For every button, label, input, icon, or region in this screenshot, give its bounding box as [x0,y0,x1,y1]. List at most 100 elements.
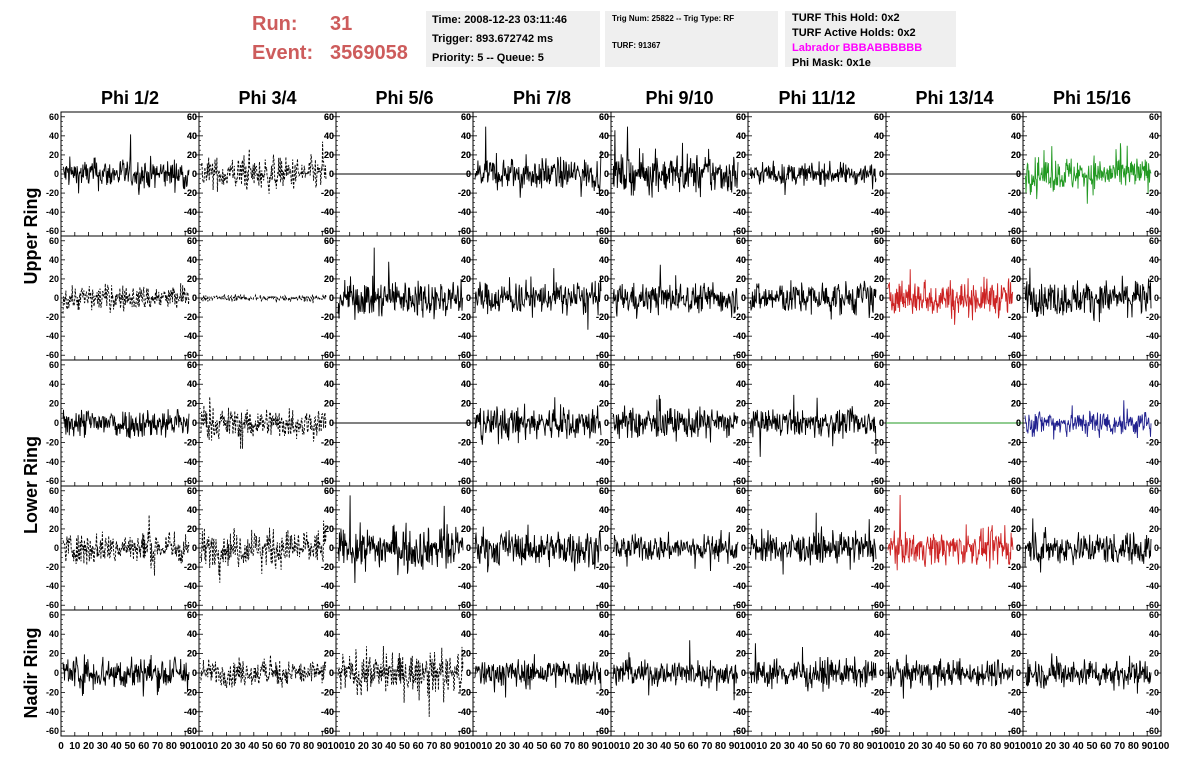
y-tick-label: -20 [1008,687,1021,697]
y-tick-label: -20 [871,437,884,447]
column-title: Phi 5/6 [375,88,433,108]
waveform-panel: 60 60 40 40 20 20 0 0 -20 -20 -40 -40 -60 -60 [458,359,612,487]
x-tick-label: 20 [221,741,233,752]
y-tick-label: 60 [1011,360,1021,370]
y-tick-label-right: 40 [736,255,746,265]
y-tick-label-right: -20 [1008,312,1021,322]
x-tick-label: 20 [495,741,507,752]
y-tick-label: -20 [46,437,59,447]
y-tick-label-right: 20 [599,399,609,409]
x-tick-label: 90 [454,741,466,752]
y-tick-label: 40 [49,629,59,639]
y-tick-label-right: 40 [874,505,884,515]
y-tick-label: 20 [461,150,471,160]
y-tick-label: -60 [733,600,746,610]
y-tick-label-right: 20 [461,524,471,534]
y-tick-label: 60 [324,236,334,246]
y-tick-label-right: 0 [879,169,884,179]
y-tick-label: 40 [49,379,59,389]
y-tick-label-right: 40 [324,379,334,389]
y-tick-label: -60 [871,350,884,360]
y-tick-label: 0 [466,418,471,428]
waveform-panel: 60 60 40 40 20 20 0 0 -20 -20 -40 -40 -60 -60 [871,485,1024,611]
waveform-panel: 60 60 40 40 20 20 0 0 -20 -20 -40 -40 -60 -60 [1008,609,1162,737]
trace-line [612,529,739,572]
waveform-panel: 60 60 40 40 20 20 0 0 -20 -20 -40 -40 -60 -60 [1008,359,1162,487]
y-tick-label-right: 0 [1154,293,1159,303]
y-tick-label-right: 60 [324,236,334,246]
y-tick-label-right: 40 [187,255,197,265]
y-tick-label-right: 0 [466,668,471,678]
y-tick-label-right: -20 [596,312,609,322]
y-tick-label-right: 40 [461,379,471,389]
x-tick-label: 30 [922,741,934,752]
y-tick-label: -40 [46,331,59,341]
y-tick-label-right: 60 [1149,360,1159,370]
x-tick-label: 20 [358,741,370,752]
x-tick-label: 100 [1015,741,1032,752]
y-tick-label-right: -40 [871,207,884,217]
waveform-panel: 60 60 40 40 20 20 0 0 -20 -20 -40 -40 -60 -60 [458,111,612,237]
y-tick-label: -20 [458,312,471,322]
y-tick-label-right: 20 [1149,649,1159,659]
y-tick-label: -40 [46,457,59,467]
y-tick-label-right: 40 [599,131,609,141]
x-tick-label: 80 [715,741,727,752]
y-tick-label: 60 [49,236,59,246]
run-value: 31 [330,13,353,35]
y-tick-label: -60 [321,600,334,610]
y-tick-label: 0 [54,543,59,553]
y-tick-label: -40 [1008,331,1021,341]
y-tick-label: 40 [324,505,334,515]
y-tick-label-right: 40 [324,131,334,141]
x-tick-label: 10 [756,741,768,752]
y-tick-label-right: 0 [879,543,884,553]
labrador-text: Labrador BBBABBBBBB [792,42,923,54]
y-tick-label-right: -60 [871,600,884,610]
trigger-info-box: Trig Num: 25822 -- Trig Type: RF TURF: 9… [605,11,778,67]
y-tick-label: -40 [458,457,471,467]
turf-text: TURF: 91367 [612,41,661,50]
x-tick-label: 30 [97,741,109,752]
row-group-label: Lower Ring [21,436,41,534]
waveform-panel: 60 60 40 40 20 20 0 0 -20 -20 -40 -40 -60 -60 [46,111,200,237]
y-tick-label: -40 [596,457,609,467]
y-tick-label-right: -20 [733,188,746,198]
y-tick-label-right: 0 [1154,668,1159,678]
y-tick-label: -20 [321,437,334,447]
y-tick-label-right: 20 [1011,150,1021,160]
y-tick-label-right: 0 [604,169,609,179]
event-label: Event: [252,42,314,64]
y-tick-label: -60 [733,476,746,486]
y-tick-label-right: 0 [741,169,746,179]
y-tick-label-right: 20 [187,399,197,409]
y-tick-label-right: -20 [1146,437,1159,447]
y-tick-label: 40 [874,131,884,141]
y-tick-label: 0 [466,169,471,179]
y-tick-label-right: 20 [187,649,197,659]
y-tick-label-right: 0 [879,293,884,303]
y-tick-label: -40 [596,707,609,717]
turf-info-box: TURF This Hold: 0x2 TURF Active Holds: 0… [785,11,956,69]
y-tick-label: 60 [599,610,609,620]
waveform-panel: 60 60 40 40 20 20 0 0 -20 -20 -40 -40 -60 -60 [46,485,200,611]
y-tick-label: -60 [46,226,59,236]
y-tick-label: -40 [46,207,59,217]
x-tick-label: 20 [83,741,95,752]
y-tick-label: 40 [1011,131,1021,141]
x-tick-label: 70 [839,741,851,752]
y-tick-label: 20 [874,274,884,284]
y-tick-label-right: 20 [1149,150,1159,160]
x-tick-label: 90 [1142,741,1154,752]
waveform-panel: 60 60 40 40 20 20 0 0 -20 -20 -40 -40 -60 -60 [733,111,887,237]
y-tick-label-right: 40 [736,505,746,515]
y-tick-label-right: -40 [596,207,609,217]
x-tick-label: 30 [647,741,659,752]
x-tick-label: 50 [124,741,136,752]
y-tick-label-right: 40 [1011,629,1021,639]
y-tick-label: -60 [1008,600,1021,610]
y-tick-label: -40 [1008,581,1021,591]
y-tick-label: -40 [321,581,334,591]
x-tick-label: 80 [166,741,178,752]
y-tick-label-right: 0 [1016,293,1021,303]
